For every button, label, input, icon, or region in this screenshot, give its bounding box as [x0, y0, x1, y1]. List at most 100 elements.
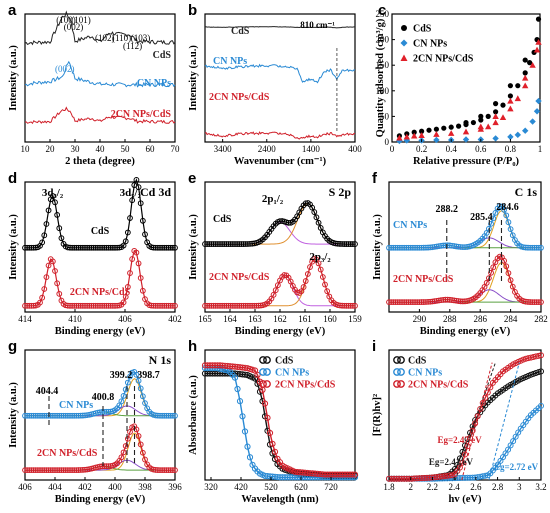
xps-data-point	[30, 244, 37, 251]
tauc-data-point	[510, 438, 517, 445]
x-tick-label: 400	[348, 144, 362, 154]
xps-data-point	[167, 244, 174, 251]
xps-data-point	[210, 241, 217, 247]
xps-data-point	[253, 302, 260, 309]
x-axis-label: Binding energy (eV)	[55, 326, 146, 337]
x-tick-label: 2.2	[427, 482, 438, 492]
xps-data-point	[144, 239, 151, 246]
xps-data-point	[114, 244, 121, 251]
bet-point-cds	[493, 109, 499, 115]
x-tick-label: 162	[273, 314, 287, 324]
y-tick-label: 150	[376, 60, 390, 70]
xps-data-point	[234, 241, 241, 247]
xps-data-point	[313, 214, 320, 221]
xps-data-point	[159, 467, 166, 474]
xps-data-point	[52, 199, 58, 206]
xps-data-point	[242, 241, 249, 247]
legend-entry: CdS	[413, 24, 432, 35]
xps-data-point	[103, 408, 110, 415]
xps-data-point	[82, 302, 88, 309]
tauc-data-point	[538, 352, 544, 359]
xps-data-point	[165, 467, 172, 474]
panel-letter: f	[372, 170, 378, 187]
legend-entry: CN NPs	[393, 220, 427, 231]
legend-entry: CN NPs	[59, 400, 93, 411]
xps-data-point	[109, 244, 116, 251]
bet-point-composite	[396, 134, 403, 141]
xps-data-point	[77, 412, 84, 419]
xps-data-point	[352, 302, 358, 309]
peak-label: 2p₁/₂	[262, 193, 284, 205]
panel-i: 1.8 2 2.2 2.4 2.6 2.8 3 3.2 hv (eV) [F(R)hv]² Eg=2…	[372, 349, 547, 505]
legend-entry: CdS	[231, 26, 250, 37]
x-tick-label: 0	[390, 144, 395, 154]
xps-data-point	[127, 429, 133, 435]
xps-data-point	[54, 467, 61, 474]
tauc-data-point	[505, 446, 512, 453]
xps-data-point	[503, 212, 510, 219]
x-tick-label: 288	[443, 314, 457, 324]
bet-point-cds	[507, 83, 513, 89]
uv-data-point	[269, 440, 276, 447]
xps-data-point	[154, 244, 161, 251]
tauc-data-point	[487, 384, 494, 391]
x-tick-label: 286	[473, 314, 487, 324]
xps-data-point	[73, 244, 80, 251]
xps-data-point	[135, 260, 142, 267]
xps-data-point	[139, 393, 146, 400]
xps-data-point	[172, 412, 178, 419]
xps-data-point	[79, 244, 86, 251]
xps-data-point	[272, 287, 279, 294]
legend-entry: 2CN NPs/CdS	[111, 109, 172, 120]
xps-data-point	[56, 467, 63, 474]
xps-title: S 2p	[329, 185, 352, 199]
y-tick-label: 100	[376, 86, 390, 96]
xps-data-point	[43, 274, 50, 281]
xps-data-point	[217, 241, 223, 247]
xps-data-point	[163, 302, 170, 309]
xps-data-point	[54, 412, 61, 419]
xps-data-point	[116, 302, 123, 309]
panel-a: 10 20 30 40 50 60 70 2 theta (degree) Intensity …	[8, 10, 180, 167]
legend-entry: CN NPs	[137, 78, 171, 89]
ftir-line	[204, 26, 355, 29]
bet-point-cn	[533, 108, 541, 115]
tauc-tangent	[454, 362, 496, 481]
xps-data-point	[142, 456, 148, 463]
xps-data-point	[225, 241, 232, 247]
bet-point-composite	[485, 123, 492, 130]
xps-data-point	[43, 221, 50, 227]
tauc-tangent	[461, 362, 493, 481]
xps-data-point	[159, 412, 166, 419]
xps-data-point	[505, 270, 512, 277]
x-tick-label: 402	[168, 314, 182, 324]
x-tick-label: 1	[538, 144, 543, 154]
peak-label: 3d₃/₂	[42, 187, 64, 199]
xps-data-point	[217, 302, 223, 309]
xps-data-point	[32, 302, 39, 309]
bet-point-cds	[478, 117, 484, 123]
legend-entry: 2CN NPs/CdS	[413, 54, 474, 65]
xps-data-point	[122, 443, 129, 449]
panel-b-frame	[204, 13, 356, 143]
xps-data-point	[309, 258, 316, 265]
xps-data-point	[22, 412, 28, 419]
y-axis-label: Intensity (a.u.)	[372, 214, 383, 280]
legend-marker	[259, 356, 267, 364]
y-tick-label: 200	[376, 35, 390, 45]
xps-data-point	[26, 412, 33, 419]
legend-entry: 2CN NPs/CdS	[209, 92, 270, 103]
xps-data-point	[73, 412, 80, 419]
xps-data-point	[144, 405, 151, 412]
xps-data-point	[142, 400, 148, 407]
xrd-peak-label: (101)	[71, 15, 91, 25]
panel-letter: i	[372, 338, 376, 355]
xps-data-point	[41, 232, 48, 239]
xps-data-point	[69, 467, 76, 474]
peak-label: 2p₃/₂	[309, 251, 331, 263]
tauc-data-point	[482, 394, 489, 401]
y-tick-label: 250	[376, 9, 390, 19]
xps-data-point	[129, 256, 136, 262]
xps-data-point	[71, 467, 78, 474]
xps-data-point	[139, 449, 146, 456]
